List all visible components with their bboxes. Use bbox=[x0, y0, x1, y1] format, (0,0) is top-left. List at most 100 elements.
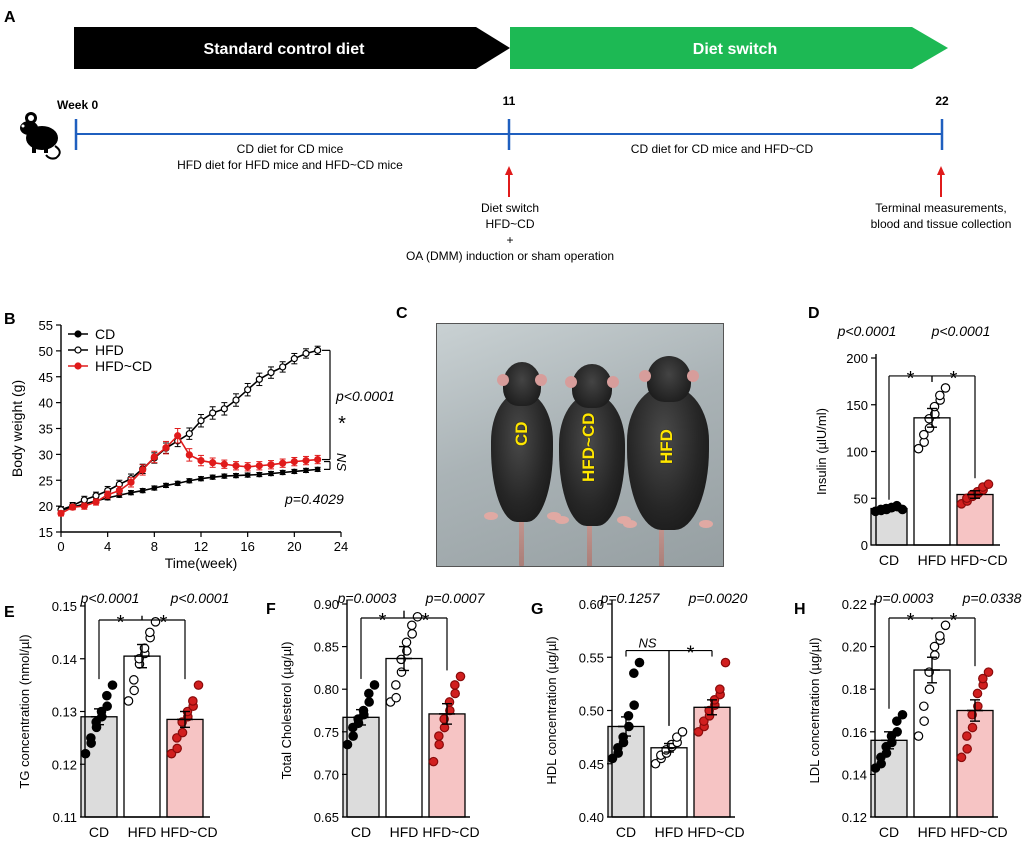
hfd-mouse bbox=[627, 386, 709, 530]
chart-f-ytick-label: 0.85 bbox=[314, 640, 339, 655]
panel-b-label: B bbox=[4, 311, 16, 328]
chart-h-point bbox=[919, 701, 929, 712]
chart-f-ytick-label: 0.65 bbox=[314, 810, 339, 825]
chart-e-point bbox=[193, 680, 204, 690]
chart-g-category-label: HFD~CD bbox=[687, 824, 744, 840]
chart-b-point bbox=[267, 461, 275, 469]
chart-g-point bbox=[629, 668, 639, 679]
chart-b-point bbox=[267, 369, 275, 377]
chart-b-point bbox=[57, 509, 65, 517]
chart-b-point bbox=[185, 430, 193, 438]
chart-b-point bbox=[151, 485, 158, 491]
chart-b-point bbox=[92, 492, 100, 500]
chart-b-point bbox=[314, 455, 322, 464]
hfd-tail bbox=[659, 516, 664, 566]
switch-line2: HFD~CD bbox=[485, 217, 534, 231]
chart-e-category-label: HFD~CD bbox=[160, 824, 217, 840]
chart-b-xtick-label: 0 bbox=[57, 539, 64, 554]
hfd-mouse-head bbox=[647, 356, 691, 402]
chart-h-bar bbox=[913, 669, 951, 818]
chart-h-point bbox=[924, 684, 935, 694]
chart-d: 0 50 100 150 200 CD HFD HFD~CD Insulin (µlU/ml) *… bbox=[814, 323, 1008, 568]
terminal-line1: Terminal measurements, bbox=[875, 201, 1006, 215]
terminal-red-arrowhead bbox=[937, 166, 945, 175]
chart-b-ytick-label: 50 bbox=[39, 344, 53, 359]
chart-f-ytick-label: 0.70 bbox=[314, 767, 339, 782]
chart-h-point bbox=[892, 726, 902, 737]
chart-d-ytick-label: 100 bbox=[846, 445, 868, 460]
chart-g-ytick-label: 0.50 bbox=[579, 704, 604, 719]
chart-d-star: * bbox=[907, 368, 915, 390]
charts-layer: 15 20 25 30 35 40 45 50 55 0 4 8 12 16 20 24 Time(week) B… bbox=[9, 318, 1022, 840]
chart-e-ytick-label: 0.11 bbox=[53, 810, 77, 825]
panel-a-label: A bbox=[4, 9, 16, 26]
chart-h-ytick-label: 0.22 bbox=[842, 597, 867, 612]
chart-h-star: * bbox=[907, 610, 915, 632]
chart-b-pvalue-bottom: p=0.4029 bbox=[284, 491, 344, 507]
chart-e-ytick-label: 0.13 bbox=[52, 705, 77, 720]
chart-g-point bbox=[650, 758, 661, 769]
chart-h: 0.12 0.14 0.16 0.18 0.20 0.22 CD HFD HFD~CD LDL c… bbox=[807, 590, 1022, 840]
chart-f-point bbox=[412, 611, 423, 622]
chart-b-point bbox=[209, 474, 216, 480]
chart-e: 0.11 0.12 0.13 0.14 0.15 CD HFD HFD~CD TG concen… bbox=[17, 590, 229, 840]
chart-b-legend-text: HFD~CD bbox=[95, 358, 152, 374]
standard-diet-label: Standard control diet bbox=[204, 41, 366, 58]
chart-h-pvalue: p=0.0003 bbox=[874, 590, 934, 606]
chart-b-point bbox=[232, 396, 240, 404]
chart-f-ytick-label: 0.90 bbox=[314, 597, 339, 612]
chart-e-point bbox=[145, 627, 155, 638]
chart-h-point bbox=[956, 752, 967, 763]
chart-b-series-hfdcd bbox=[57, 428, 322, 517]
chart-b-point bbox=[302, 456, 310, 465]
chart-h-category-label: HFD bbox=[918, 824, 947, 840]
chart-d-pvalue: p<0.0001 bbox=[931, 323, 991, 339]
chart-g-pvalue: p=0.1257 bbox=[600, 590, 661, 606]
chart-b-legend-marker bbox=[74, 346, 82, 354]
chart-b-ytick-label: 25 bbox=[39, 473, 53, 488]
chart-h-point bbox=[962, 731, 972, 741]
chart-h-pvalue: p=0.0338 bbox=[962, 590, 1022, 606]
chart-g-point bbox=[634, 657, 645, 668]
chart-e-bar bbox=[123, 655, 161, 818]
chart-b-point bbox=[221, 473, 228, 479]
chart-e-pvalue: p<0.0001 bbox=[80, 590, 140, 606]
chart-d-ytick-label: 0 bbox=[861, 538, 868, 553]
chart-b-legend-marker bbox=[74, 330, 82, 338]
switch-line1: Diet switch bbox=[481, 201, 539, 215]
chart-e-category-label: CD bbox=[89, 824, 109, 840]
mice-photo: CD HFD~CD HFD bbox=[436, 323, 724, 567]
chart-e-point bbox=[102, 701, 112, 712]
chart-f: 0.65 0.70 0.75 0.80 0.85 0.90 CD HFD HFD~CD Total… bbox=[279, 590, 486, 840]
chart-b-pvalue-top: p<0.0001 bbox=[335, 388, 395, 404]
chart-f-category-label: CD bbox=[351, 824, 371, 840]
chart-e-point bbox=[102, 690, 112, 701]
chart-e-point bbox=[123, 696, 134, 706]
chart-b-point bbox=[198, 475, 204, 482]
chart-b-xtick-label: 24 bbox=[334, 539, 348, 554]
switch-red-arrowhead bbox=[505, 166, 513, 175]
chart-b-ylabel: Body weight (g) bbox=[9, 380, 25, 477]
chart-b-ytick-label: 30 bbox=[39, 447, 53, 462]
chart-f-pvalue: p=0.0003 bbox=[337, 590, 397, 606]
chart-h-point bbox=[962, 744, 972, 754]
chart-b-point bbox=[302, 349, 310, 358]
chart-e-point bbox=[107, 680, 118, 690]
chart-e-pvalue: p<0.0001 bbox=[170, 590, 230, 606]
chart-g-ytick-label: 0.40 bbox=[579, 810, 604, 825]
chart-h-point bbox=[978, 673, 988, 684]
panel-e-label: E bbox=[4, 604, 15, 621]
chart-b-point bbox=[92, 498, 100, 506]
chart-b-ytick-label: 55 bbox=[39, 318, 53, 333]
chart-f-bar bbox=[385, 657, 423, 818]
chart-h-ytick-label: 0.16 bbox=[842, 725, 867, 740]
chart-f-point bbox=[396, 654, 406, 665]
chart-b-ytick-label: 35 bbox=[39, 422, 53, 437]
chart-b-point bbox=[268, 470, 274, 477]
chart-b-point bbox=[139, 466, 147, 474]
chart-b-point bbox=[162, 444, 170, 452]
chart-d-pvalue: p<0.0001 bbox=[837, 323, 897, 339]
chart-g-ytick-label: 0.45 bbox=[579, 757, 604, 772]
photo-label-hfd: HFD bbox=[657, 429, 676, 464]
